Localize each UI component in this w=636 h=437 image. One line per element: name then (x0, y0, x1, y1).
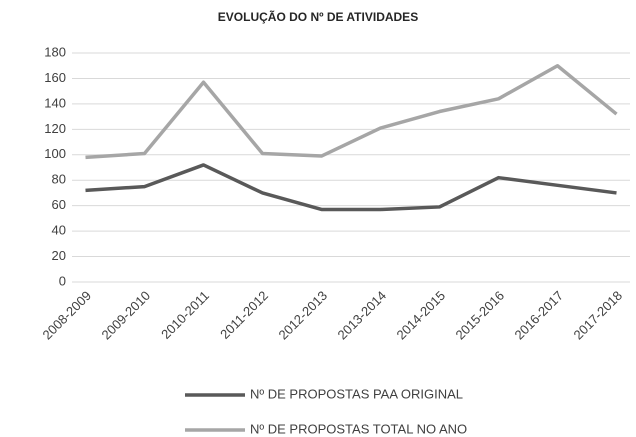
x-tick-label: 2011-2012 (217, 288, 271, 342)
x-tick-label: 2015-2016 (452, 288, 507, 343)
x-tick-label: 2014-2015 (393, 288, 448, 343)
x-tick-label: 2013-2014 (334, 288, 389, 343)
y-tick-label: 120 (44, 121, 66, 136)
y-tick-label: 180 (44, 44, 66, 59)
y-tick-label: 100 (44, 146, 66, 161)
y-tick-label: 140 (44, 95, 66, 110)
y-tick-label: 40 (52, 223, 66, 238)
x-tick-label: 2010-2011 (158, 288, 212, 342)
legend-label: Nº DE PROPOSTAS TOTAL NO ANO (250, 421, 467, 436)
x-tick-label: 2017-2018 (570, 288, 625, 343)
x-tick-label: 2008-2009 (39, 288, 94, 343)
y-tick-label: 60 (52, 197, 66, 212)
x-tick-label: 2012-2013 (275, 288, 330, 343)
chart-title: EVOLUÇÃO DO Nº DE ATIVIDADES (218, 9, 418, 24)
x-tick-label: 2009-2010 (98, 288, 153, 343)
y-tick-label: 20 (52, 248, 66, 263)
series-line (85, 163, 617, 212)
y-tick-label: 160 (44, 70, 66, 85)
y-tick-label: 0 (59, 273, 66, 288)
x-tick-label: 2016-2017 (511, 288, 566, 343)
legend-label: Nº DE PROPOSTAS PAA ORIGINAL (250, 386, 463, 401)
y-tick-label: 80 (52, 172, 66, 187)
series-line (85, 63, 618, 160)
